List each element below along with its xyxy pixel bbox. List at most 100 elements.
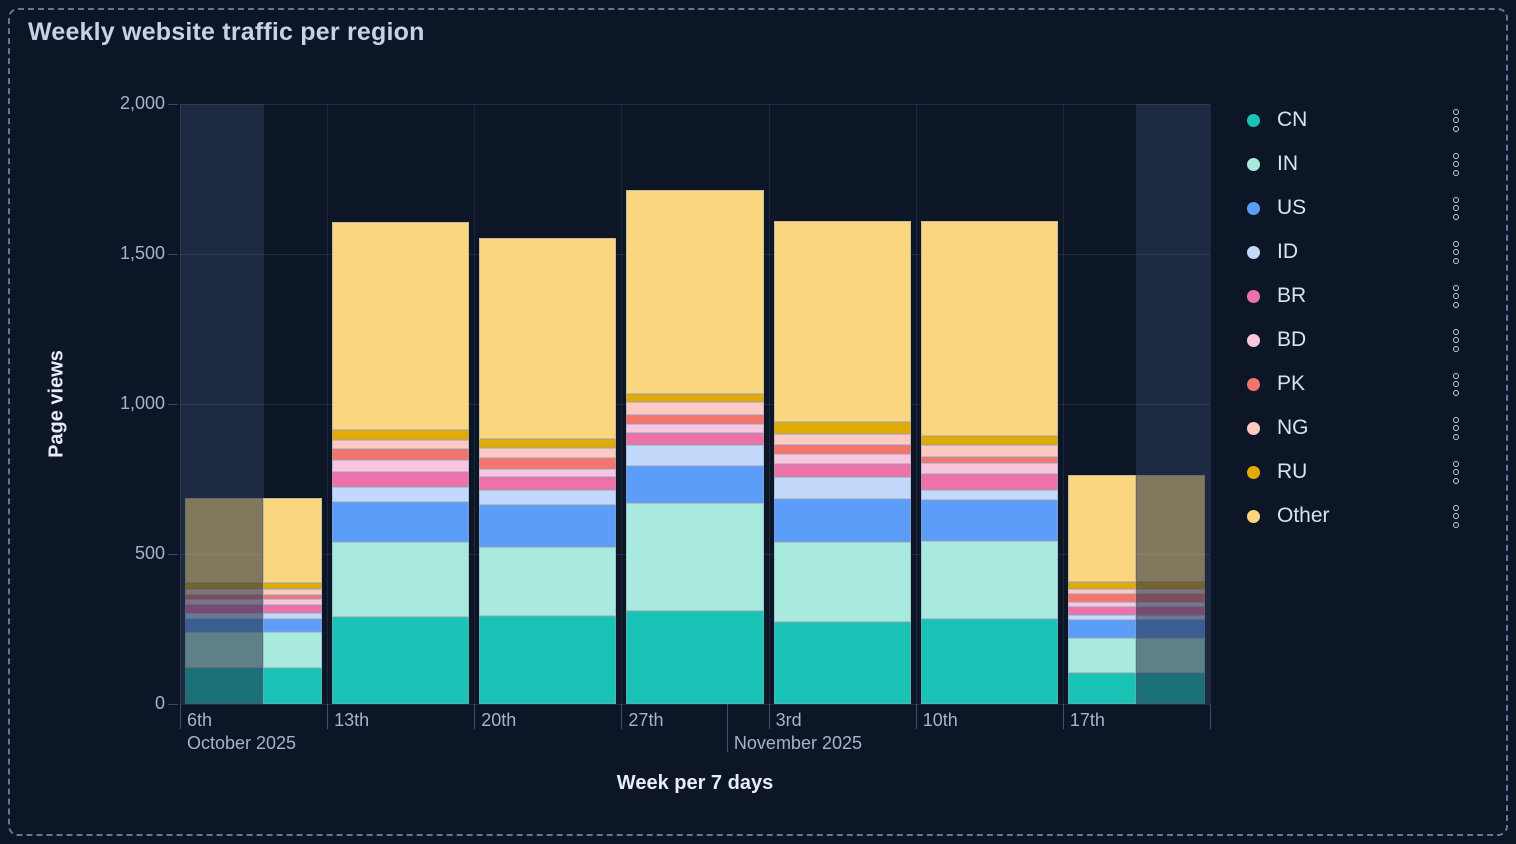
legend-item-in[interactable]: IN xyxy=(1247,142,1473,186)
bar-segment-other[interactable] xyxy=(185,497,264,584)
bar-segment-bd[interactable] xyxy=(263,599,323,606)
bar-segment-ng[interactable] xyxy=(1067,588,1137,594)
bar-segment-bd[interactable] xyxy=(1136,601,1205,607)
legend-options-icon[interactable] xyxy=(1451,327,1461,354)
bar-segment-cn[interactable] xyxy=(920,618,1058,704)
bar-segment-pk[interactable] xyxy=(332,449,470,461)
bar-segment-other[interactable] xyxy=(1067,475,1137,582)
bar-segment-cn[interactable] xyxy=(185,668,264,704)
bar-segment-pk[interactable] xyxy=(773,444,911,455)
legend-item-ru[interactable]: RU xyxy=(1247,450,1473,494)
bar-segment-bd[interactable] xyxy=(920,463,1058,475)
bar-segment-other[interactable] xyxy=(263,497,323,584)
bar-week-10th[interactable] xyxy=(920,104,1058,704)
bar-segment-in[interactable] xyxy=(1136,638,1205,673)
bar-segment-br[interactable] xyxy=(185,605,264,614)
bar-segment-cn[interactable] xyxy=(626,611,764,704)
bar-segment-pk[interactable] xyxy=(479,458,617,469)
bar-segment-in[interactable] xyxy=(920,540,1058,619)
bar-segment-ng[interactable] xyxy=(479,448,617,459)
bar-segment-ru[interactable] xyxy=(332,430,470,441)
legend-options-icon[interactable] xyxy=(1451,107,1461,134)
bar-segment-ru[interactable] xyxy=(263,583,323,589)
legend-options-icon[interactable] xyxy=(1451,503,1461,530)
bar-week-6th[interactable] xyxy=(185,104,323,704)
bar-week-3rd[interactable] xyxy=(773,104,911,704)
bar-segment-us[interactable] xyxy=(1136,620,1205,638)
bar-segment-cn[interactable] xyxy=(479,615,617,704)
bar-segment-pk[interactable] xyxy=(263,594,323,600)
bar-segment-bd[interactable] xyxy=(185,599,264,606)
bar-segment-id[interactable] xyxy=(773,476,911,499)
bar-segment-cn[interactable] xyxy=(263,668,323,704)
bar-segment-br[interactable] xyxy=(1067,606,1137,615)
bar-week-17th[interactable] xyxy=(1067,104,1205,704)
bar-segment-ru[interactable] xyxy=(1067,581,1137,589)
bar-segment-other[interactable] xyxy=(626,189,764,394)
bar-segment-us[interactable] xyxy=(479,504,617,547)
bar-segment-pk[interactable] xyxy=(1067,593,1137,602)
bar-segment-br[interactable] xyxy=(626,433,764,446)
legend-options-icon[interactable] xyxy=(1451,371,1461,398)
bar-segment-br[interactable] xyxy=(263,605,323,614)
legend-options-icon[interactable] xyxy=(1451,459,1461,486)
legend-options-icon[interactable] xyxy=(1451,195,1461,222)
bar-segment-ng[interactable] xyxy=(263,588,323,595)
bar-week-27th[interactable] xyxy=(626,104,764,704)
bar-segment-other[interactable] xyxy=(773,221,911,423)
bar-segment-in[interactable] xyxy=(1067,638,1137,673)
bar-segment-ng[interactable] xyxy=(626,401,764,415)
bar-segment-br[interactable] xyxy=(920,474,1058,491)
bar-week-13th[interactable] xyxy=(332,104,470,704)
bar-segment-in[interactable] xyxy=(773,542,911,622)
bar-segment-other[interactable] xyxy=(920,221,1058,436)
bar-segment-us[interactable] xyxy=(185,618,264,632)
bar-segment-ru[interactable] xyxy=(185,583,264,589)
bar-segment-bd[interactable] xyxy=(773,454,911,465)
bar-segment-id[interactable] xyxy=(920,490,1058,500)
bar-segment-ru[interactable] xyxy=(773,422,911,435)
bar-segment-ng[interactable] xyxy=(773,434,911,445)
bar-segment-ng[interactable] xyxy=(920,445,1058,457)
bar-segment-ru[interactable] xyxy=(920,435,1058,446)
bar-segment-ng[interactable] xyxy=(332,440,470,450)
legend-options-icon[interactable] xyxy=(1451,415,1461,442)
bar-segment-cn[interactable] xyxy=(332,617,470,704)
bar-segment-id[interactable] xyxy=(479,490,617,505)
bar-segment-in[interactable] xyxy=(626,503,764,611)
bar-segment-us[interactable] xyxy=(1067,620,1137,638)
bar-segment-br[interactable] xyxy=(479,476,617,491)
bar-segment-us[interactable] xyxy=(920,500,1058,541)
legend-item-id[interactable]: ID xyxy=(1247,230,1473,274)
bar-segment-other[interactable] xyxy=(332,221,470,431)
bar-segment-br[interactable] xyxy=(1136,606,1205,615)
bar-segment-id[interactable] xyxy=(185,613,264,619)
bar-segment-id[interactable] xyxy=(1067,614,1137,620)
bar-segment-in[interactable] xyxy=(479,546,617,616)
bar-segment-pk[interactable] xyxy=(185,594,264,600)
bar-segment-id[interactable] xyxy=(332,486,470,502)
bar-segment-br[interactable] xyxy=(773,464,911,477)
bar-segment-us[interactable] xyxy=(626,465,764,503)
legend-item-cn[interactable]: CN xyxy=(1247,98,1473,142)
legend-item-other[interactable]: Other xyxy=(1247,494,1473,538)
bar-segment-us[interactable] xyxy=(263,618,323,632)
bar-segment-ng[interactable] xyxy=(1136,588,1205,594)
bar-segment-pk[interactable] xyxy=(1136,593,1205,602)
bar-segment-cn[interactable] xyxy=(1136,672,1205,704)
bar-segment-pk[interactable] xyxy=(626,414,764,425)
legend-item-pk[interactable]: PK xyxy=(1247,362,1473,406)
bar-week-20th[interactable] xyxy=(479,104,617,704)
bar-segment-us[interactable] xyxy=(332,501,470,542)
bar-segment-ru[interactable] xyxy=(479,439,617,449)
bar-segment-cn[interactable] xyxy=(1067,672,1137,704)
legend-item-ng[interactable]: NG xyxy=(1247,406,1473,450)
bar-segment-id[interactable] xyxy=(263,613,323,619)
legend-options-icon[interactable] xyxy=(1451,239,1461,266)
bar-segment-bd[interactable] xyxy=(479,468,617,477)
bar-segment-bd[interactable] xyxy=(626,424,764,434)
legend-item-br[interactable]: BR xyxy=(1247,274,1473,318)
legend-options-icon[interactable] xyxy=(1451,283,1461,310)
bar-segment-in[interactable] xyxy=(263,632,323,668)
bar-segment-pk[interactable] xyxy=(920,456,1058,464)
